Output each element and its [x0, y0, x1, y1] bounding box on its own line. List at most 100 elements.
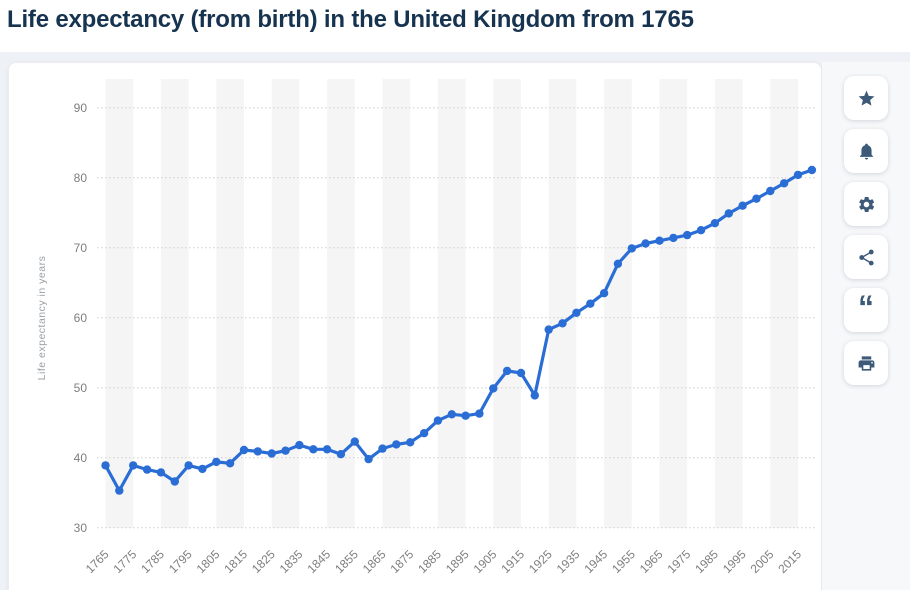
data-point[interactable] — [710, 219, 720, 228]
data-point[interactable] — [752, 194, 761, 203]
y-tick-labels: 30 40 50 60 70 80 90 — [74, 101, 88, 535]
print-icon — [858, 355, 874, 371]
data-point[interactable] — [253, 447, 262, 456]
line-chart[interactable]: 30 40 50 60 70 80 90 17651775178517951805181518… — [9, 63, 823, 590]
data-point[interactable] — [115, 486, 124, 495]
content-area: 30 40 50 60 70 80 90 1765 1775 1785 1795 1805 1815 18… — [0, 52, 910, 590]
svg-text:80: 80 — [74, 171, 88, 185]
svg-text:1945: 1945 — [581, 547, 610, 576]
data-point[interactable] — [696, 226, 706, 235]
data-point[interactable] — [322, 445, 332, 454]
toolbar: “ — [822, 62, 910, 590]
svg-text:1955: 1955 — [609, 547, 638, 576]
cite-button[interactable]: “ — [844, 288, 888, 332]
x-tick-labels: 1765177517851795180518151825183518451855… — [83, 547, 805, 576]
svg-text:40: 40 — [74, 451, 88, 465]
data-point[interactable] — [239, 445, 249, 455]
svg-text:2005: 2005 — [748, 547, 777, 576]
svg-text:1905: 1905 — [471, 547, 500, 576]
page-title: Life expectancy (from birth) in the Unit… — [7, 6, 694, 33]
svg-text:1775: 1775 — [111, 547, 140, 576]
svg-text:90: 90 — [74, 101, 88, 115]
data-point[interactable] — [170, 477, 179, 486]
svg-text:70: 70 — [74, 241, 88, 255]
data-point[interactable] — [502, 366, 512, 376]
alert-button[interactable] — [844, 129, 888, 173]
data-point[interactable] — [419, 429, 429, 438]
svg-text:1825: 1825 — [249, 547, 278, 576]
svg-text:60: 60 — [74, 311, 88, 325]
data-point[interactable] — [586, 299, 595, 308]
data-point[interactable] — [309, 445, 318, 454]
data-point[interactable] — [683, 230, 692, 240]
svg-text:1835: 1835 — [277, 547, 306, 576]
star-icon — [858, 90, 874, 106]
svg-text:1995: 1995 — [720, 547, 749, 576]
data-point[interactable] — [406, 438, 415, 447]
data-point[interactable] — [655, 236, 664, 245]
svg-text:1985: 1985 — [692, 547, 721, 576]
data-point[interactable] — [572, 308, 581, 317]
svg-text:1865: 1865 — [360, 547, 389, 576]
data-point[interactable] — [779, 179, 789, 188]
data-point[interactable] — [489, 384, 498, 393]
print-button[interactable] — [844, 341, 888, 385]
svg-text:1935: 1935 — [554, 547, 583, 576]
data-point[interactable] — [267, 449, 276, 458]
favorite-button[interactable] — [844, 76, 888, 120]
data-point[interactable] — [516, 368, 526, 378]
data-point[interactable] — [350, 437, 359, 446]
chart-card: 30 40 50 60 70 80 90 1765 1775 1785 1795 1805 1815 18… — [8, 62, 822, 590]
data-point[interactable] — [378, 444, 387, 453]
data-point[interactable] — [613, 259, 623, 268]
data-point[interactable] — [198, 464, 207, 474]
data-point[interactable] — [793, 170, 803, 180]
data-point[interactable] — [738, 201, 747, 210]
svg-text:50: 50 — [74, 381, 88, 395]
data-point[interactable] — [447, 410, 456, 419]
quote-icon: “ — [858, 289, 874, 325]
svg-text:1965: 1965 — [637, 547, 666, 576]
data-point[interactable] — [295, 440, 304, 450]
svg-text:1805: 1805 — [194, 547, 223, 576]
data-point[interactable] — [156, 468, 166, 477]
data-point[interactable] — [530, 391, 539, 400]
data-point[interactable] — [461, 411, 470, 420]
data-point[interactable] — [281, 446, 290, 455]
svg-text:1795: 1795 — [166, 547, 195, 576]
data-point[interactable] — [336, 450, 346, 459]
data-point[interactable] — [129, 461, 138, 470]
svg-text:1925: 1925 — [526, 547, 555, 576]
svg-text:1875: 1875 — [388, 547, 417, 576]
share-button[interactable] — [844, 235, 888, 279]
data-point[interactable] — [669, 233, 678, 243]
data-point[interactable] — [807, 165, 817, 175]
svg-text:2015: 2015 — [775, 547, 804, 576]
series-life-expectancy — [101, 165, 817, 495]
y-axis-title: Life expectancy in years — [36, 256, 48, 381]
data-point[interactable] — [627, 244, 636, 253]
svg-text:1915: 1915 — [498, 547, 527, 576]
data-point[interactable] — [599, 289, 609, 298]
svg-text:30: 30 — [74, 521, 88, 535]
data-point[interactable] — [724, 209, 733, 218]
data-point[interactable] — [433, 416, 443, 425]
data-point[interactable] — [641, 239, 650, 248]
svg-text:1885: 1885 — [415, 547, 444, 576]
data-point[interactable] — [558, 319, 567, 328]
data-point[interactable] — [766, 186, 775, 196]
data-point[interactable] — [184, 461, 193, 470]
data-point[interactable] — [392, 440, 401, 449]
data-point[interactable] — [475, 409, 484, 418]
share-icon — [858, 249, 874, 265]
svg-text:1895: 1895 — [443, 547, 472, 576]
svg-text:1855: 1855 — [332, 547, 361, 576]
data-point[interactable] — [544, 325, 553, 334]
data-point[interactable] — [364, 454, 373, 464]
data-point[interactable] — [101, 461, 110, 470]
data-point[interactable] — [225, 459, 235, 468]
data-point[interactable] — [212, 457, 221, 467]
data-point[interactable] — [142, 465, 152, 474]
settings-button[interactable] — [844, 182, 888, 226]
